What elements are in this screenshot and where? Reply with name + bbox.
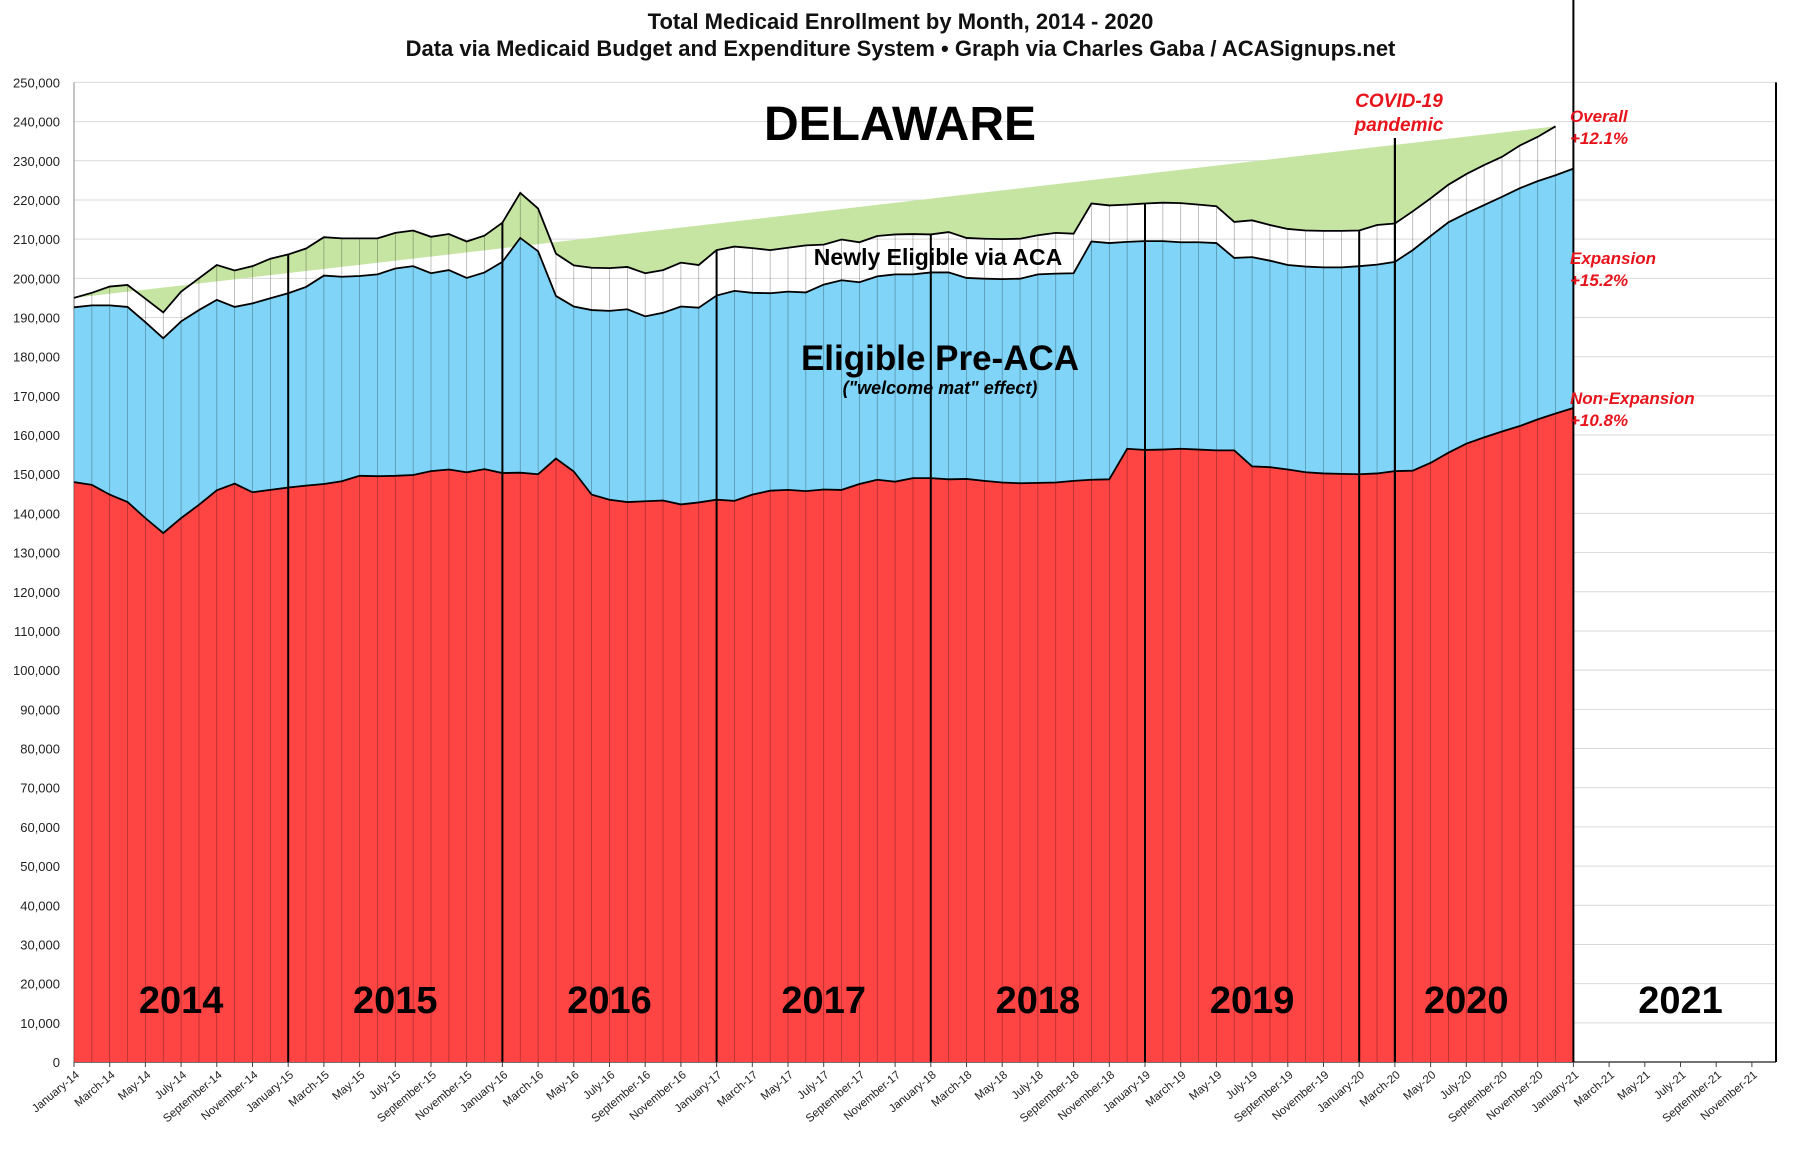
y-tick-label: 190,000: [13, 311, 60, 326]
x-tick-label: March-15: [287, 1069, 332, 1109]
year-label: 2021: [1638, 980, 1723, 1022]
x-tick-label: March-14: [73, 1069, 118, 1110]
year-label: 2018: [996, 980, 1081, 1022]
pre-aca-area-label: Eligible Pre-ACA: [801, 339, 1079, 378]
covid-label-line2: pandemic: [1354, 115, 1444, 136]
year-label: 2015: [353, 980, 438, 1022]
year-label: 2017: [781, 980, 866, 1022]
non-expansion-change-label: Non-Expansion: [1570, 389, 1695, 408]
chart-titles: Total Medicaid Enrollment by Month, 2014…: [0, 8, 1801, 62]
x-tick-label: March-19: [1144, 1069, 1189, 1109]
year-labels: 2014 2015 2016 2017 2018 2019 2020 2021: [139, 980, 1723, 1022]
x-tick-label: January-14: [30, 1069, 82, 1116]
chart-title: Total Medicaid Enrollment by Month, 2014…: [647, 9, 1154, 34]
x-tick-label: March-16: [501, 1069, 546, 1109]
overall-change-label: Overall: [1570, 107, 1629, 126]
month-gridlines: [73, 0, 1574, 1062]
year-label: 2020: [1424, 980, 1509, 1022]
y-tick-label: 240,000: [13, 115, 60, 130]
year-divider-lines: [287, 0, 1575, 1062]
y-tick-label: 80,000: [20, 742, 60, 757]
y-tick-label: 210,000: [13, 232, 60, 247]
y-tick-label: 120,000: [13, 585, 60, 600]
pre-aca-area: [74, 168, 1574, 534]
newly-eligible-area-label: Newly Eligible via ACA: [814, 244, 1062, 270]
expansion-change-label: Expansion: [1570, 249, 1656, 268]
y-tick-label: 130,000: [13, 546, 60, 561]
y-tick-label: 170,000: [13, 389, 60, 404]
x-tick-label: March-21: [1572, 1069, 1617, 1109]
year-label: 2016: [567, 980, 652, 1022]
x-tick-label: May-16: [545, 1069, 582, 1103]
y-tick-label: 150,000: [13, 467, 60, 482]
series-line-newly-eligible-area: [73, 125, 1557, 314]
y-tick-label: 10,000: [20, 1016, 60, 1031]
y-tick-label: 90,000: [20, 702, 60, 717]
y-tick-label: 220,000: [13, 193, 60, 208]
x-tick-label: May-18: [973, 1069, 1010, 1103]
x-tick-label: March-17: [715, 1069, 760, 1109]
overall-change-value: +12.1%: [1570, 129, 1628, 148]
y-tick-label: 200,000: [13, 271, 60, 286]
stacked-areas: [73, 125, 1574, 1062]
y-tick-label: 100,000: [13, 663, 60, 678]
y-tick-label: 250,000: [13, 75, 60, 90]
y-tick-label: 60,000: [20, 820, 60, 835]
x-tick-label: March-18: [930, 1069, 975, 1109]
y-tick-label: 110,000: [14, 624, 60, 639]
y-tick-label: 0: [53, 1055, 60, 1070]
x-tick-label: May-17: [759, 1069, 796, 1103]
x-tick-label: May-19: [1187, 1069, 1224, 1103]
y-tick-label: 140,000: [13, 506, 60, 521]
expansion-change-value: +15.2%: [1570, 271, 1628, 290]
x-tick-label: May-21: [1616, 1069, 1653, 1103]
y-tick-label: 30,000: [20, 937, 60, 952]
newly-eligible-area: [74, 126, 1556, 313]
series-line-non-expansion-area: [73, 407, 1574, 535]
state-label: DELAWARE: [764, 98, 1036, 151]
pre-aca-area-sublabel: ("welcome mat" effect): [843, 378, 1038, 398]
y-tick-label: 180,000: [13, 350, 60, 365]
x-tick-label: May-20: [1401, 1069, 1438, 1103]
y-tick-label: 20,000: [20, 977, 60, 992]
year-label: 2019: [1210, 980, 1295, 1022]
x-tick-label: May-14: [116, 1069, 154, 1103]
y-tick-label: 160,000: [13, 428, 60, 443]
non-expansion-area: [74, 408, 1574, 1062]
covid-label-line1: COVID-19: [1355, 91, 1443, 112]
y-tick-label: 50,000: [20, 859, 60, 874]
non-expansion-change-value: +10.8%: [1570, 411, 1628, 430]
y-tick-label: 230,000: [13, 154, 60, 169]
y-tick-label: 40,000: [20, 898, 60, 913]
year-label: 2014: [139, 980, 224, 1022]
chart-subtitle: Data via Medicaid Budget and Expenditure…: [405, 36, 1396, 61]
x-tick-label: March-20: [1358, 1069, 1403, 1109]
x-tick-label: May-15: [330, 1069, 367, 1103]
y-tick-label: 70,000: [20, 781, 60, 796]
series-line-pre-aca-area: [73, 167, 1574, 340]
